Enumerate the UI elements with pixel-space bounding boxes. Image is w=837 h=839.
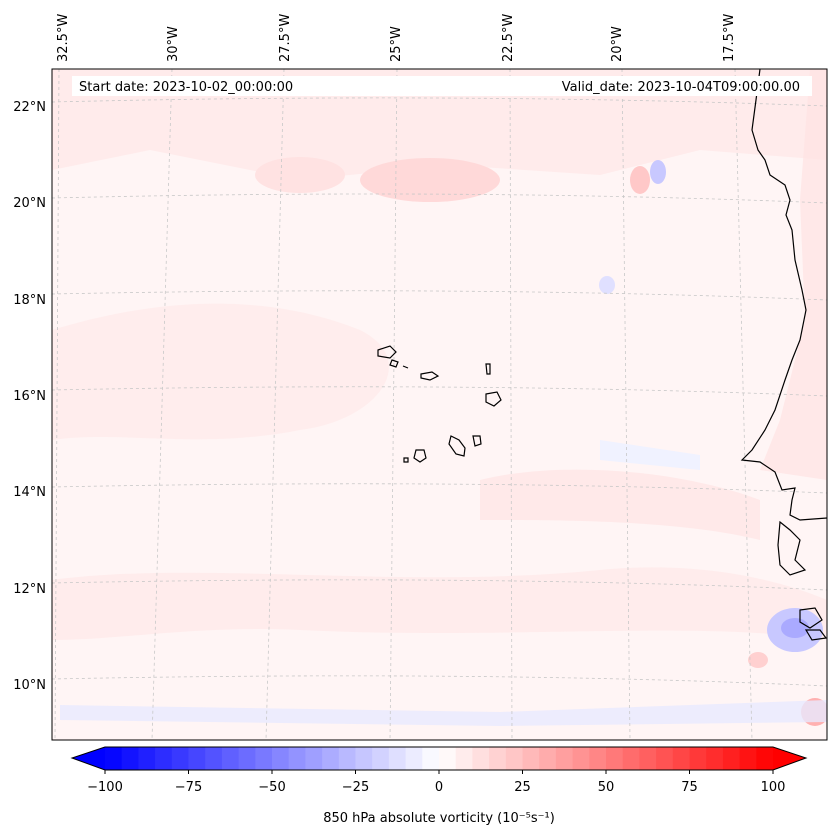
colorbar-tick-75: 75 — [681, 780, 698, 795]
lat-label-16n: 16°N — [13, 389, 46, 404]
colorbar-segment — [455, 747, 473, 770]
colorbar-segment — [322, 747, 340, 770]
graticule — [52, 69, 827, 740]
colorbar: −100 −75 −50 −25 0 25 50 75 100 850 hPa … — [70, 746, 808, 826]
colorbar-segment — [555, 747, 574, 770]
colorbar-segment — [221, 747, 240, 770]
lat-label-22n: 22°N — [13, 100, 46, 115]
lon-label-32-5w: 32.5°W — [56, 14, 71, 62]
colorbar-segment — [639, 747, 657, 770]
start-date-label: Start date: 2023-10-02_00:00:00 — [79, 80, 293, 95]
colorbar-segment — [405, 747, 423, 770]
colorbar-segment — [288, 747, 306, 770]
coastline — [377, 69, 827, 641]
colorbar-segment — [472, 747, 490, 770]
longitude-labels: 32.5°W 30°W 27.5°W 25°W 22.5°W 20°W 17.5… — [56, 14, 737, 62]
lat-label-12n: 12°N — [13, 582, 46, 597]
lon-label-27-5w: 27.5°W — [278, 14, 293, 62]
colorbar-segment — [305, 747, 323, 770]
colorbar-segment — [439, 747, 457, 770]
colorbar-ticks — [104, 770, 774, 774]
colorbar-tick-0: 0 — [435, 780, 443, 795]
lon-label-17-5w: 17.5°W — [722, 14, 737, 62]
colorbar-segment — [272, 747, 290, 770]
colorbar-tick-minus-50: −50 — [258, 780, 285, 795]
colorbar-label: 850 hPa absolute vorticity (10⁻⁵s⁻¹) — [323, 811, 555, 826]
colorbar-segment — [105, 747, 123, 770]
latitude-labels: 22°N 20°N 18°N 16°N 14°N 12°N 10°N — [13, 100, 46, 693]
colorbar-segment — [739, 747, 757, 770]
colorbar-segment — [489, 747, 507, 770]
colorbar-tick-minus-25: −25 — [342, 780, 369, 795]
colorbar-segment — [121, 747, 139, 770]
colorbar-segment — [171, 747, 190, 770]
lon-label-22-5w: 22.5°W — [501, 14, 516, 62]
colorbar-segment — [338, 747, 357, 770]
lat-label-18n: 18°N — [13, 293, 46, 308]
colorbar-segment — [205, 747, 223, 770]
header-band — [72, 76, 812, 96]
valid-date-label: Valid_date: 2023-10-04T09:00:00.00 — [562, 80, 800, 95]
colorbar-segment — [388, 747, 407, 770]
colorbar-segment — [138, 747, 156, 770]
colorbar-segment — [656, 747, 674, 770]
colorbar-tick-100: 100 — [761, 780, 786, 795]
colorbar-segment — [255, 747, 273, 770]
colorbar-segment — [756, 747, 774, 770]
colorbar-segment — [422, 747, 440, 770]
colorbar-segment — [622, 747, 640, 770]
colorbar-tick-25: 25 — [514, 780, 531, 795]
colorbar-segment — [722, 747, 741, 770]
lat-label-20n: 20°N — [13, 196, 46, 211]
colorbar-segment — [355, 747, 373, 770]
colorbar-segment — [188, 747, 206, 770]
colorbar-segment — [372, 747, 390, 770]
colorbar-segment — [572, 747, 590, 770]
map-frame — [51, 68, 828, 741]
colorbar-segment — [589, 747, 607, 770]
colorbar-min-extend-arrow — [72, 747, 105, 770]
colorbar-segment — [505, 747, 524, 770]
vorticity-field — [52, 69, 827, 740]
colorbar-segment — [155, 747, 173, 770]
lon-label-20w: 20°W — [610, 26, 625, 62]
colorbar-segment — [706, 747, 724, 770]
lat-label-10n: 10°N — [13, 678, 46, 693]
colorbar-tick-minus-100: −100 — [87, 780, 123, 795]
colorbar-segment — [689, 747, 707, 770]
colorbar-segment — [522, 747, 540, 770]
colorbar-tick-50: 50 — [598, 780, 615, 795]
colorbar-segment — [672, 747, 691, 770]
colorbar-max-extend-arrow — [773, 747, 806, 770]
colorbar-tick-minus-75: −75 — [175, 780, 202, 795]
colorbar-segments — [105, 747, 774, 770]
colorbar-segment — [238, 747, 256, 770]
lon-label-25w: 25°W — [389, 26, 404, 62]
colorbar-segment — [606, 747, 624, 770]
colorbar-segment — [539, 747, 557, 770]
lat-label-14n: 14°N — [13, 485, 46, 500]
lon-label-30w: 30°W — [166, 26, 181, 62]
